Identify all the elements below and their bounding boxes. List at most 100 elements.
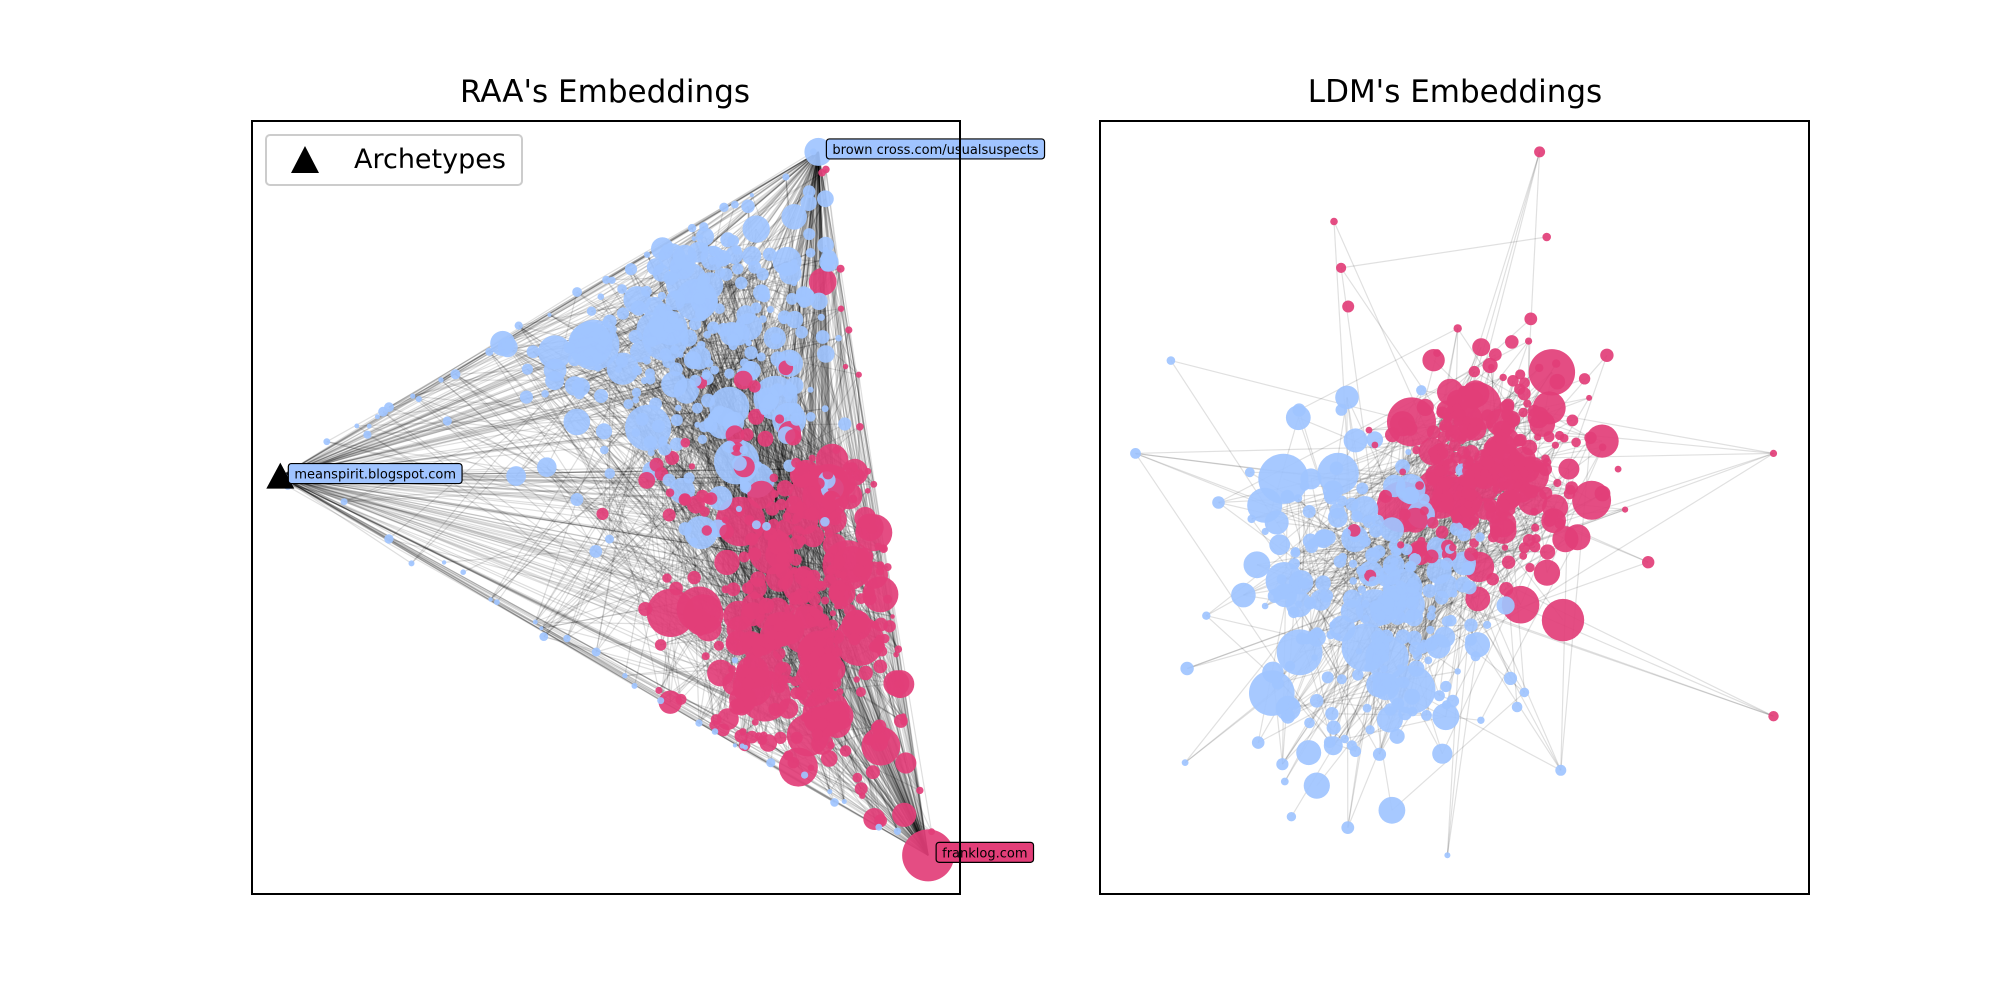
embedding-node	[733, 370, 753, 390]
embedding-node	[875, 634, 883, 642]
edge-line	[718, 308, 839, 607]
embedding-node	[354, 423, 360, 429]
embedding-node	[1535, 363, 1544, 373]
embedding-node	[785, 675, 793, 684]
embedding-node	[632, 365, 643, 376]
embedding-node	[694, 421, 701, 428]
embedding-node	[679, 493, 691, 505]
embedding-node	[1408, 577, 1415, 584]
embedding-node	[688, 463, 696, 470]
embedding-node	[678, 522, 692, 536]
embedding-node	[1452, 515, 1461, 524]
embedding-node	[742, 744, 749, 750]
embedding-node	[1448, 439, 1461, 452]
edge-line	[669, 326, 764, 622]
embedding-node	[784, 604, 795, 615]
embedding-node	[755, 614, 770, 629]
edge-line	[1410, 421, 1512, 679]
embedding-node	[1500, 512, 1508, 520]
embedding-node	[829, 610, 837, 617]
embedding-node	[1130, 448, 1141, 459]
embedding-node	[1434, 590, 1449, 605]
embedding-node	[1369, 524, 1383, 538]
embedding-node	[1365, 426, 1373, 434]
embedding-node	[815, 580, 825, 589]
embedding-node	[855, 371, 862, 378]
embedding-node	[712, 323, 720, 331]
embedding-node	[1428, 605, 1436, 614]
embedding-node	[1342, 300, 1355, 313]
embedding-node	[1426, 625, 1435, 635]
embedding-node	[739, 358, 750, 368]
embedding-node	[830, 704, 841, 715]
embedding-node	[689, 374, 702, 387]
embedding-node	[689, 537, 699, 547]
embedding-node	[1336, 495, 1348, 507]
embedding-node	[814, 729, 823, 738]
embedding-node	[563, 342, 575, 354]
embedding-node	[852, 772, 863, 783]
embedding-node	[748, 547, 762, 561]
embedding-node	[567, 352, 582, 367]
embedding-node	[1244, 467, 1255, 478]
embedding-node	[1472, 338, 1491, 357]
embedding-node	[1309, 694, 1324, 708]
embedding-node	[1439, 423, 1447, 431]
embedding-node	[854, 782, 868, 796]
embedding-node	[822, 246, 829, 253]
embedding-node	[1435, 525, 1449, 539]
edge-line	[280, 373, 730, 478]
embedding-node	[1501, 585, 1540, 624]
embedding-node	[1440, 680, 1452, 693]
embedding-node	[1280, 489, 1295, 504]
edge-line	[286, 481, 577, 501]
edge-line	[1346, 397, 1374, 556]
edge-line	[280, 367, 599, 478]
embedding-node	[1398, 417, 1410, 429]
edge-line	[1298, 327, 1458, 411]
embedding-node	[570, 493, 584, 506]
embedding-node	[519, 390, 534, 404]
embedding-node	[1299, 481, 1310, 491]
embedding-node	[1407, 706, 1418, 717]
embedding-node	[1519, 377, 1530, 389]
embedding-node	[883, 563, 892, 572]
embedding-node	[488, 597, 493, 602]
embedding-node	[758, 660, 765, 668]
embedding-node	[1416, 385, 1427, 396]
edge-line	[650, 319, 785, 454]
edge-line	[440, 379, 700, 610]
embedding-node	[1471, 463, 1482, 474]
embedding-node	[628, 329, 642, 344]
edge-line	[286, 481, 929, 856]
embedding-node	[665, 290, 686, 311]
edge-line	[576, 291, 856, 473]
embedding-node	[866, 522, 878, 535]
embedding-node	[731, 657, 739, 664]
embedding-node	[374, 414, 380, 420]
embedding-node	[829, 545, 838, 554]
embedding-node	[1415, 481, 1424, 490]
embedding-node	[521, 363, 534, 375]
embedding-node	[1453, 417, 1463, 427]
edge-line	[1341, 236, 1547, 269]
embedding-node	[1505, 335, 1519, 349]
embedding-node	[1342, 528, 1352, 537]
embedding-node	[1417, 536, 1426, 546]
edge-line	[526, 368, 749, 589]
embedding-node	[827, 789, 833, 795]
embedding-node	[1326, 720, 1341, 735]
embedding-node	[647, 449, 655, 457]
edge-line	[706, 151, 819, 336]
embedding-node	[659, 348, 672, 360]
embedding-node	[1292, 403, 1306, 417]
embedding-node	[1540, 544, 1556, 560]
embedding-node	[1325, 707, 1339, 721]
embedding-node	[1459, 433, 1467, 441]
embedding-node	[662, 244, 671, 253]
embedding-node	[1392, 697, 1405, 710]
embedding-node	[815, 695, 823, 702]
embedding-node	[856, 423, 864, 431]
embedding-node	[756, 352, 766, 362]
embedding-node	[616, 307, 630, 320]
